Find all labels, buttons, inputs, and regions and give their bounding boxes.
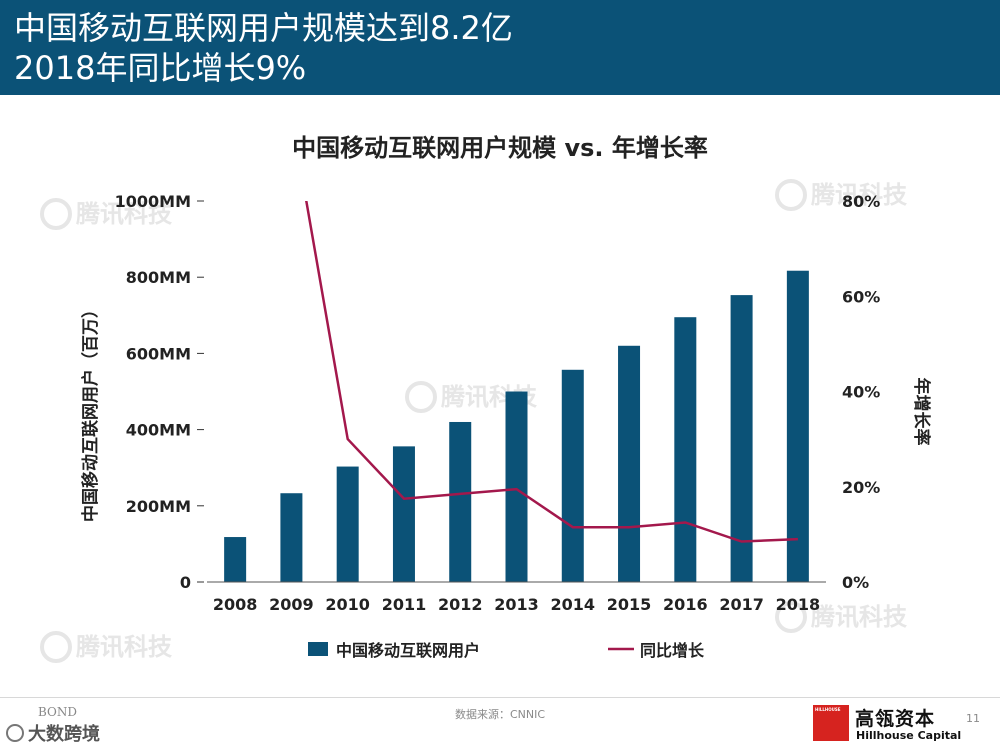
x-tick-label: 2008 (213, 595, 258, 614)
tencent-tech-logo-icon (40, 631, 72, 663)
x-tick-label: 2013 (494, 595, 539, 614)
bond-mark: BOND (38, 705, 77, 719)
x-tick-label: 2012 (438, 595, 483, 614)
watermark-text: 腾讯科技 (76, 200, 173, 228)
bar-2012 (449, 421, 472, 582)
x-tick-label: 2018 (776, 595, 821, 614)
bar-2010 (336, 466, 359, 582)
y-tick-label: 1000MM (115, 192, 191, 211)
brand-logo: HILLHOUSE (813, 705, 849, 741)
page-title-line1: 中国移动互联网用户规模达到8.2亿 (14, 9, 513, 47)
x-tick-label: 2015 (607, 595, 652, 614)
x-tick-label: 2017 (719, 595, 764, 614)
y-right-tick-label: 60% (842, 287, 880, 306)
brand-name-cn: 高瓴资本 (855, 708, 936, 730)
bar-2014 (561, 369, 584, 582)
y-tick-label: 800MM (126, 268, 191, 287)
bigdata-watermark: 大数跨境 (6, 720, 100, 746)
bar-2008 (224, 537, 247, 582)
bar-2016 (674, 317, 697, 582)
watermark-text: 腾讯科技 (811, 603, 908, 631)
bar-2011 (392, 446, 415, 582)
growth-rate-line (305, 201, 798, 543)
page-title: 中国移动互联网用户规模达到8.2亿 2018年同比增长9% (14, 8, 513, 88)
bigdata-label: 大数跨境 (28, 724, 100, 745)
brand-logo-label: HILLHOUSE (815, 707, 841, 712)
x-tick-label: 2014 (551, 595, 596, 614)
legend-label-bar: 中国移动互联网用户 (336, 641, 480, 660)
legend-swatch-bar (308, 642, 328, 656)
source-note: 数据来源：CNNIC (454, 708, 546, 721)
page-title-line2: 2018年同比增长9% (14, 49, 307, 87)
y-right-tick-label: 0% (842, 573, 869, 592)
y-tick-label: 0 (180, 573, 191, 592)
tencent-tech-logo-icon (40, 198, 72, 230)
y-axis-title: 中国移动互联网用户（百万） (80, 301, 101, 522)
tencent-tech-logo-icon (775, 179, 807, 211)
bar-2017 (730, 295, 753, 582)
bar-2013 (505, 391, 528, 582)
y-right-tick-label: 40% (842, 383, 880, 402)
bar-2018 (786, 270, 809, 582)
tencent-tech-logo-icon (405, 381, 437, 413)
bar-2015 (618, 345, 641, 582)
x-tick-label: 2011 (382, 595, 427, 614)
y-right-axis-title: 年增长率 (911, 378, 932, 446)
x-tick-label: 2010 (325, 595, 370, 614)
bigdata-logo-icon (6, 724, 24, 742)
bar-2009 (280, 493, 303, 582)
y-tick-label: 400MM (126, 421, 191, 440)
watermark-text: 腾讯科技 (811, 181, 908, 209)
x-tick-label: 2016 (663, 595, 708, 614)
y-tick-label: 600MM (126, 344, 191, 363)
header-bar: 中国移动互联网用户规模达到8.2亿 2018年同比增长9% (0, 0, 1000, 95)
tencent-tech-logo-icon (775, 601, 807, 633)
y-tick-label: 200MM (126, 497, 191, 516)
y-right-tick-label: 20% (842, 478, 880, 497)
brand-name-en: Hillhouse Capital (856, 729, 962, 742)
y-right-tick-label: 80% (842, 192, 880, 211)
x-tick-label: 2009 (269, 595, 314, 614)
chart-title: 中国移动互联网用户规模 vs. 年增长率 (292, 134, 708, 162)
footer-divider (0, 697, 1000, 698)
legend-label-line: 同比增长 (640, 641, 705, 660)
page-number: 11 (966, 712, 980, 725)
watermark-text: 腾讯科技 (76, 633, 173, 661)
